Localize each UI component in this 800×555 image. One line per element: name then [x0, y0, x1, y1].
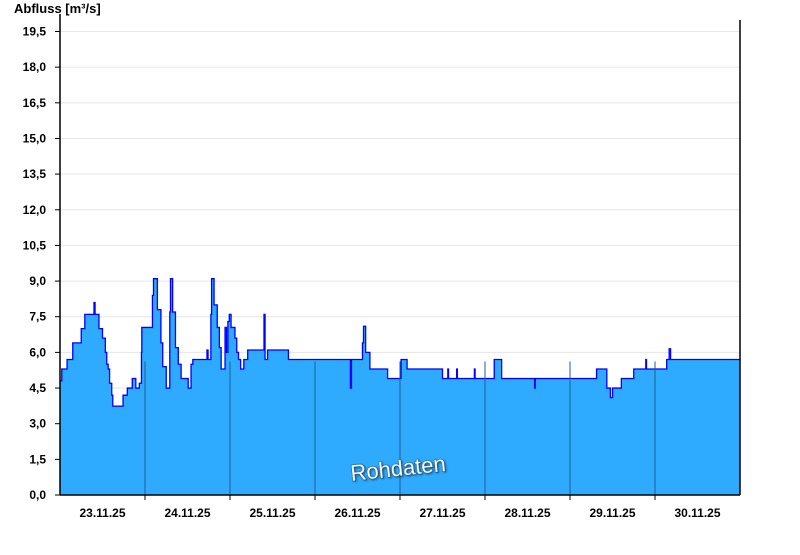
x-tick-label: 30.11.25 [674, 506, 720, 520]
x-tick-labels: 23.11.25 24.11.25 25.11.25 26.11.25 27.11.25… [79, 506, 720, 520]
x-tick-label: 25.11.25 [249, 506, 295, 520]
y-tick-labels: 0,0 1,5 3,0 4,5 6,0 7,5 9,0 10,5 12,0 13,5 15,0 16,… [23, 25, 47, 502]
y-tick-label: 1,5 [29, 452, 46, 466]
y-tick-label: 16,5 [23, 96, 47, 110]
y-tick-label: 6,0 [29, 345, 46, 359]
y-axis-label: Abfluss [m³/s] [14, 1, 101, 16]
x-tick-label: 27.11.25 [419, 506, 465, 520]
x-tick-label: 29.11.25 [589, 506, 635, 520]
y-tick-label: 19,5 [23, 25, 47, 39]
y-tick-label: 10,5 [23, 238, 47, 252]
y-tick-label: 0,0 [29, 488, 46, 502]
y-tick-label: 15,0 [23, 131, 47, 145]
y-tick-label: 12,0 [23, 203, 47, 217]
y-tick-label: 9,0 [29, 274, 46, 288]
x-tick-label: 28.11.25 [504, 506, 550, 520]
y-tick-label: 13,5 [23, 167, 47, 181]
x-tick-label: 26.11.25 [334, 506, 380, 520]
y-tick-label: 4,5 [29, 381, 46, 395]
day-separators [144, 361, 656, 495]
y-tick-label: 7,5 [29, 310, 46, 324]
x-tick-label: 24.11.25 [164, 506, 210, 520]
y-tick-label: 18,0 [23, 60, 47, 74]
axes [55, 14, 741, 500]
x-tick-label: 23.11.25 [79, 506, 125, 520]
y-tick-label: 3,0 [29, 417, 46, 431]
